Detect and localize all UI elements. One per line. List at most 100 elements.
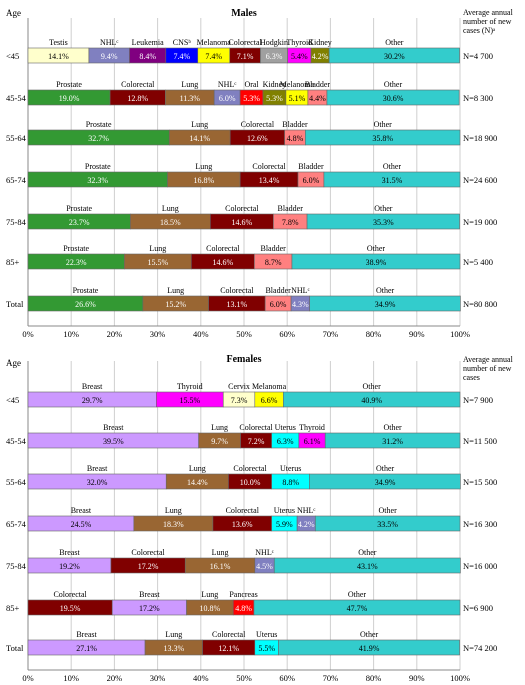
row-n-label: N=16 300 [463,519,497,529]
category-label: Total [6,299,24,309]
row-n-label: N=24 600 [463,175,497,185]
row-n-label: N=16 000 [463,561,497,571]
data-label: 16.8% [193,176,214,185]
segment-name: Kidney [263,80,287,89]
data-label: 4.2% [312,52,329,61]
chart-title: Males [231,8,257,19]
segment-name: Colorectal [53,590,87,599]
segment-name: NHLᶜ [297,506,316,515]
segment-name: Lung [191,120,208,129]
data-label: 9.4% [101,52,118,61]
segment-name: Other [363,382,382,391]
segment-name: Lung [195,162,212,171]
bar-segment [283,391,461,408]
data-label: 24.5% [71,520,92,529]
data-label: 5.3% [266,94,283,103]
data-label: 13.1% [227,300,248,309]
segment-name: Melanoma [252,382,287,391]
data-label: 23.7% [69,218,90,227]
data-label: 27.1% [76,644,97,653]
row-n-label: N=7 900 [463,395,493,405]
data-label: 32.3% [87,176,108,185]
data-label: 16.1% [210,562,231,571]
segment-name: Breast [59,548,80,557]
data-label: 5.5% [258,644,275,653]
segment-name: Colorectal [121,80,155,89]
x-tick-label: 60% [279,673,295,683]
segment-name: Lung [212,548,229,557]
data-label: 14.1% [189,134,210,143]
data-label: 7.4% [173,52,190,61]
segment-name: Breast [76,630,97,639]
segment-name: Melanoma [197,38,232,47]
data-label: 10.8% [200,604,221,613]
right-header-text: number of new [463,364,512,373]
data-label: 33.5% [377,520,398,529]
segment-name: Other [376,286,395,295]
x-tick-label: 80% [366,673,382,683]
category-label: 85+ [6,603,20,613]
x-tick-label: 40% [193,673,209,683]
segment-name: Other [374,120,393,129]
right-header-text: Average annual [463,8,514,17]
x-tick-label: 40% [193,329,209,339]
data-label: 8.8% [282,478,299,487]
category-label: 65-74 [6,519,27,529]
segment-name: Lung [211,423,228,432]
segment-name: Prostate [86,120,112,129]
segment-name: Leukemia [132,38,164,47]
x-tick-label: 10% [63,329,79,339]
category-label: 85+ [6,257,20,267]
segment-name: Other [348,590,367,599]
data-label: 4.2% [298,520,315,529]
data-label: 19.2% [59,562,80,571]
category-label: 45-54 [6,93,27,103]
x-tick-label: 80% [366,329,382,339]
x-tick-label: 60% [279,329,295,339]
data-label: 5.3% [243,94,260,103]
data-label: 5.4% [291,52,308,61]
data-label: 15.2% [165,300,186,309]
segment-name: Bladder [265,286,291,295]
data-label: 19.0% [59,94,80,103]
data-label: 7.1% [237,52,254,61]
category-label: <45 [6,51,19,61]
bar-segment [328,47,460,64]
segment-name: Other [383,162,402,171]
segment-name: Lung [201,590,218,599]
segment-name: Breast [139,590,160,599]
data-label: 14.6% [232,218,253,227]
segment-name: Colorectal [212,630,246,639]
data-label: 14.6% [212,258,233,267]
segment-name: Other [379,506,398,515]
data-label: 15.5% [179,396,200,405]
segment-name: Breast [103,423,124,432]
right-header-text: number of new [463,17,512,26]
bar-segment [253,599,461,616]
data-label: 30.2% [384,52,405,61]
data-label: 6.3% [277,437,294,446]
bar-segment [314,515,461,532]
bar-segment [306,213,460,230]
segment-name: Thyroid [299,423,325,432]
segment-name: Prostate [66,204,92,213]
segment-name: Colorectal [241,120,275,129]
bar-segment [323,171,461,188]
data-label: 6.6% [261,396,278,405]
segment-name: Other [376,464,395,473]
data-label: 4.4% [309,94,326,103]
x-tick-label: 0% [22,673,33,683]
segment-name: Colorectal [252,162,286,171]
segment-name: Other [358,548,377,557]
data-label: 35.8% [372,134,393,143]
data-label: 8.4% [139,52,156,61]
segment-name: Prostate [73,286,99,295]
segment-name: Lung [165,506,182,515]
segment-name: NHLᶜ [291,286,310,295]
data-label: 4.3% [292,300,309,309]
row-n-label: N=6 900 [463,603,493,613]
segment-name: Kidney [308,38,332,47]
data-label: 18.5% [160,218,181,227]
data-label: 4.8% [235,604,252,613]
